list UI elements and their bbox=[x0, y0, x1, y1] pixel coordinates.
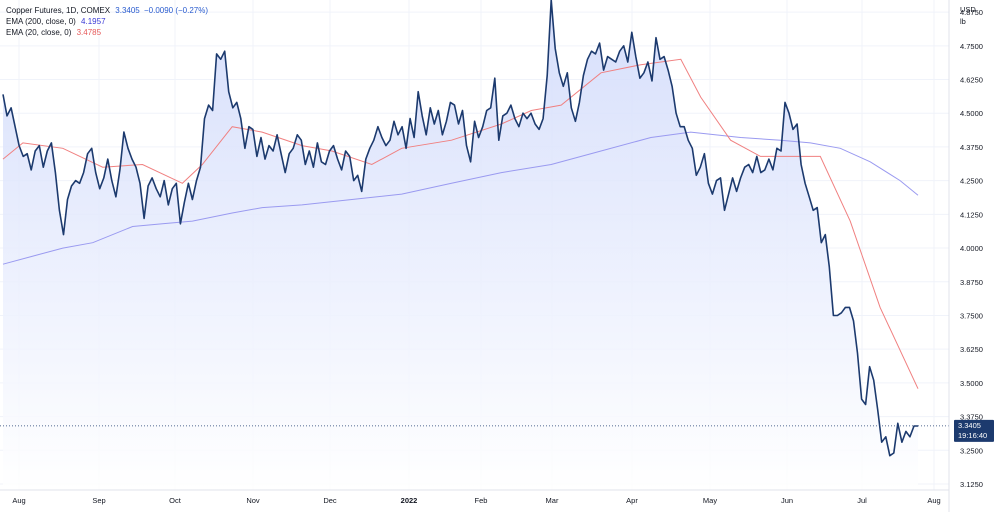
ema200-value: 4.1957 bbox=[81, 17, 106, 26]
x-tick-label: Aug bbox=[12, 496, 25, 505]
x-tick-label: Jul bbox=[857, 496, 867, 505]
y-tick-label: 3.7500 bbox=[960, 311, 983, 320]
x-tick-label: Jun bbox=[781, 496, 793, 505]
x-tick-label: Mar bbox=[546, 496, 559, 505]
y-tick-label: 3.3750 bbox=[960, 413, 983, 422]
y-tick-label: 4.1250 bbox=[960, 210, 983, 219]
x-tick-label: Nov bbox=[246, 496, 260, 505]
chart-legend: Copper Futures, 1D, COMEX 3.3405 −0.0090… bbox=[6, 5, 208, 38]
price-change: −0.0090 (−0.27%) bbox=[143, 6, 209, 15]
y-tick-label: 3.1250 bbox=[960, 480, 983, 489]
price-axis: 3.1250 3.2500 3.3750 3.5000 3.6250 3.7500 3.87… bbox=[960, 8, 983, 489]
x-tick-label: Feb bbox=[475, 496, 488, 505]
price-tag-value: 3.3405 bbox=[958, 421, 981, 430]
y-tick-label: 3.6250 bbox=[960, 345, 983, 354]
x-tick-label: 2022 bbox=[401, 496, 418, 505]
legend-ema20[interactable]: EMA (20, close, 0) 3.4785 bbox=[6, 27, 208, 38]
x-tick-label: Dec bbox=[323, 496, 337, 505]
y-tick-label: 4.7500 bbox=[960, 42, 983, 51]
price-line bbox=[2, 0, 918, 457]
time-axis: Aug Sep Oct Nov Dec 2022 Feb Mar Apr May Jun Jul Aug bbox=[12, 496, 940, 505]
price-tag-countdown: 19:16:40 bbox=[958, 431, 987, 440]
legend-main[interactable]: Copper Futures, 1D, COMEX 3.3405 −0.0090… bbox=[6, 5, 208, 16]
ema20-value: 3.4785 bbox=[76, 28, 102, 37]
symbol-label: Copper Futures, 1D, COMEX bbox=[6, 6, 111, 15]
legend-ema200[interactable]: EMA (200, close, 0) 4.1957 bbox=[6, 16, 208, 27]
last-price: 3.3405 bbox=[115, 6, 140, 15]
x-tick-label: May bbox=[703, 496, 717, 505]
y-tick-label: 4.8750 bbox=[960, 8, 983, 17]
x-tick-label: Aug bbox=[927, 496, 940, 505]
x-tick-label: Oct bbox=[169, 496, 182, 505]
price-tag: 3.3405 19:16:40 bbox=[954, 419, 994, 442]
y-tick-label: 4.3750 bbox=[960, 143, 983, 152]
ema20-label: EMA (20, close, 0) bbox=[6, 28, 72, 37]
y-tick-label: 4.2500 bbox=[960, 177, 983, 186]
ema200-line bbox=[2, 131, 919, 265]
x-tick-label: Sep bbox=[92, 496, 105, 505]
y-tick-label: 4.6250 bbox=[960, 76, 983, 85]
y-tick-label: 3.5000 bbox=[960, 379, 983, 388]
y-tick-label: 4.0000 bbox=[960, 244, 983, 253]
unit-label: lb bbox=[960, 17, 966, 26]
ema200-label: EMA (200, close, 0) bbox=[6, 17, 76, 26]
currency-label: USD bbox=[960, 5, 976, 14]
x-tick-label: Apr bbox=[626, 496, 638, 505]
y-tick-label: 3.2500 bbox=[960, 446, 983, 455]
price-area-fill bbox=[3, 0, 918, 490]
y-tick-label: 4.5000 bbox=[960, 109, 983, 118]
y-tick-label: 3.8750 bbox=[960, 278, 983, 287]
